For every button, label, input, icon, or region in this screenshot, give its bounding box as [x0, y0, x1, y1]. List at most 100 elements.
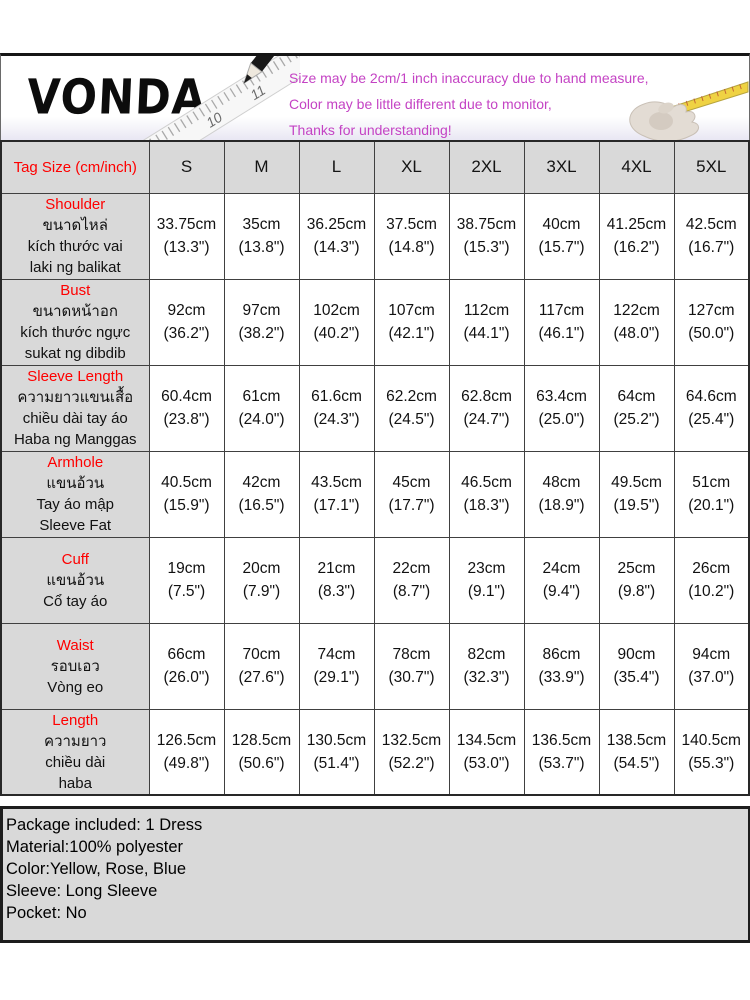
size-value-cell: 22cm (8.7") — [373, 536, 450, 624]
measure-translations: ความยาว chiều dài haba — [44, 732, 107, 792]
size-header: XL — [373, 140, 450, 194]
header-banner: VONDA 9 10 11 Size may be 2cm/1 inch ina… — [0, 53, 750, 141]
size-header: L — [298, 140, 375, 194]
size-value-cell: 122cm (48.0") — [598, 278, 675, 366]
table-row-cuff: Cuff แขนอ้วน Cổ tay áo 19cm (7.5") 20cm … — [0, 536, 750, 624]
size-header: M — [223, 140, 300, 194]
size-value-cell: 126.5cm (49.8") — [148, 708, 225, 796]
disclaimer-line: Size may be 2cm/1 inch inaccuracy due to… — [289, 70, 649, 86]
measure-name: Bust — [60, 282, 91, 299]
size-value-cell: 61cm (24.0") — [223, 364, 300, 452]
size-value-cell: 140.5cm (55.3") — [673, 708, 750, 796]
disclaimer-line: Color may be little different due to mon… — [289, 96, 552, 112]
size-value-cell: 70cm (27.6") — [223, 622, 300, 710]
measure-label-cell: Armhole แขนอ้วน Tay áo mập Sleeve Fat — [0, 450, 150, 538]
size-value-cell: 19cm (7.5") — [148, 536, 225, 624]
product-details: Package included: 1 Dress Material:100% … — [0, 806, 750, 943]
size-value-cell: 90cm (35.4") — [598, 622, 675, 710]
size-value-cell: 24cm (9.4") — [523, 536, 600, 624]
size-value-cell: 132.5cm (52.2") — [373, 708, 450, 796]
measure-name: Shoulder — [45, 196, 106, 213]
size-value-cell: 25cm (9.8") — [598, 536, 675, 624]
size-value-cell: 38.75cm (15.3") — [448, 192, 525, 280]
size-value-cell: 42.5cm (16.7") — [673, 192, 750, 280]
hand-measuring-tape-icon — [629, 81, 749, 140]
size-value-cell: 62.2cm (24.5") — [373, 364, 450, 452]
table-row-armhole: Armhole แขนอ้วน Tay áo mập Sleeve Fat 40… — [0, 450, 750, 538]
measure-translations: แขนอ้วน Cổ tay áo — [43, 571, 108, 610]
table-row-bust: Bust ขนาดหน้าอก kích thước ngực sukat ng… — [0, 278, 750, 366]
sleeve-line: Sleeve: Long Sleeve — [6, 882, 158, 900]
measure-label-cell: Cuff แขนอ้วน Cổ tay áo — [0, 536, 150, 624]
measure-name: Waist — [56, 636, 94, 654]
measure-label-cell: Waist รอบเอว Vòng eo — [0, 622, 150, 710]
size-value-cell: 46.5cm (18.3") — [448, 450, 525, 538]
size-value-cell: 117cm (46.1") — [523, 278, 600, 366]
size-value-cell: 86cm (33.9") — [523, 622, 600, 710]
color-line: Color:Yellow, Rose, Blue — [6, 860, 187, 878]
size-value-cell: 127cm (50.0") — [673, 278, 750, 366]
size-value-cell: 45cm (17.7") — [373, 450, 450, 538]
table-row-waist: Waist รอบเอว Vòng eo 66cm (26.0") 70cm (… — [0, 622, 750, 710]
size-header: 4XL — [598, 140, 675, 194]
measure-name: Cuff — [61, 550, 89, 568]
size-value-cell: 78cm (30.7") — [373, 622, 450, 710]
size-value-cell: 51cm (20.1") — [673, 450, 750, 538]
disclaimer-line: Thanks for understanding! — [289, 122, 452, 138]
size-value-cell: 35cm (13.8") — [223, 192, 300, 280]
size-value-cell: 23cm (9.1") — [448, 536, 525, 624]
pencil-ruler-icon: 9 10 11 — [135, 56, 300, 140]
size-header: 2XL — [448, 140, 525, 194]
size-value-cell: 21cm (8.3") — [298, 536, 375, 624]
measure-name: Sleeve Length — [27, 368, 124, 385]
size-value-cell: 74cm (29.1") — [298, 622, 375, 710]
size-value-cell: 94cm (37.0") — [673, 622, 750, 710]
measure-label-cell: Shoulder ขนาดไหล่ kích thước vai laki ng… — [0, 192, 150, 280]
size-value-cell: 66cm (26.0") — [148, 622, 225, 710]
package-included-line: Package included: 1 Dress — [6, 816, 203, 834]
size-value-cell: 82cm (32.3") — [448, 622, 525, 710]
size-value-cell: 134.5cm (53.0") — [448, 708, 525, 796]
size-header: 5XL — [673, 140, 750, 194]
size-value-cell: 48cm (18.9") — [523, 450, 600, 538]
size-value-cell: 61.6cm (24.3") — [298, 364, 375, 452]
table-row-shoulder: Shoulder ขนาดไหล่ kích thước vai laki ng… — [0, 192, 750, 280]
size-header: S — [148, 140, 225, 194]
size-value-cell: 42cm (16.5") — [223, 450, 300, 538]
measure-translations: แขนอ้วน Tay áo mập Sleeve Fat — [36, 475, 115, 534]
measure-label-cell: Sleeve Length ความยาวแขนเสื้อ chiều dài … — [0, 364, 150, 452]
measure-label-cell: Length ความยาว chiều dài haba — [0, 708, 150, 796]
size-value-cell: 64.6cm (25.4") — [673, 364, 750, 452]
size-value-cell: 40cm (15.7") — [523, 192, 600, 280]
measure-translations: ขนาดไหล่ kích thước vai laki ng balikat — [27, 217, 123, 276]
measure-translations: ขนาดหน้าอก kích thước ngực sukat ng dibd… — [20, 303, 131, 362]
svg-text:10: 10 — [203, 109, 225, 131]
table-row-length: Length ความยาว chiều dài haba 126.5cm (4… — [0, 708, 750, 796]
measure-translations: รอบเอว Vòng eo — [47, 657, 104, 696]
table-row-sleeve-length: Sleeve Length ความยาวแขนเสื้อ chiều dài … — [0, 364, 750, 452]
size-value-cell: 60.4cm (23.8") — [148, 364, 225, 452]
measurement-disclaimer: Size may be 2cm/1 inch inaccuracy due to… — [289, 65, 649, 140]
size-value-cell: 33.75cm (13.3") — [148, 192, 225, 280]
size-value-cell: 64cm (25.2") — [598, 364, 675, 452]
size-value-cell: 40.5cm (15.9") — [148, 450, 225, 538]
size-header: 3XL — [523, 140, 600, 194]
size-value-cell: 107cm (42.1") — [373, 278, 450, 366]
svg-text:11: 11 — [247, 82, 268, 103]
pocket-line: Pocket: No — [6, 904, 87, 922]
tag-size-header: Tag Size (cm/inch) — [0, 140, 150, 194]
size-value-cell: 92cm (36.2") — [148, 278, 225, 366]
size-value-cell: 36.25cm (14.3") — [298, 192, 375, 280]
measure-name: Armhole — [47, 454, 104, 471]
size-value-cell: 43.5cm (17.1") — [298, 450, 375, 538]
measure-label-cell: Bust ขนาดหน้าอก kích thước ngực sukat ng… — [0, 278, 150, 366]
size-value-cell: 41.25cm (16.2") — [598, 192, 675, 280]
measure-name: Length — [52, 711, 99, 729]
size-value-cell: 128.5cm (50.6") — [223, 708, 300, 796]
size-value-cell: 20cm (7.9") — [223, 536, 300, 624]
size-value-cell: 37.5cm (14.8") — [373, 192, 450, 280]
table-header-row: Tag Size (cm/inch) S M L XL 2XL 3XL 4XL … — [0, 140, 750, 194]
size-value-cell: 138.5cm (54.5") — [598, 708, 675, 796]
material-line: Material:100% polyester — [6, 838, 184, 856]
size-value-cell: 130.5cm (51.4") — [298, 708, 375, 796]
